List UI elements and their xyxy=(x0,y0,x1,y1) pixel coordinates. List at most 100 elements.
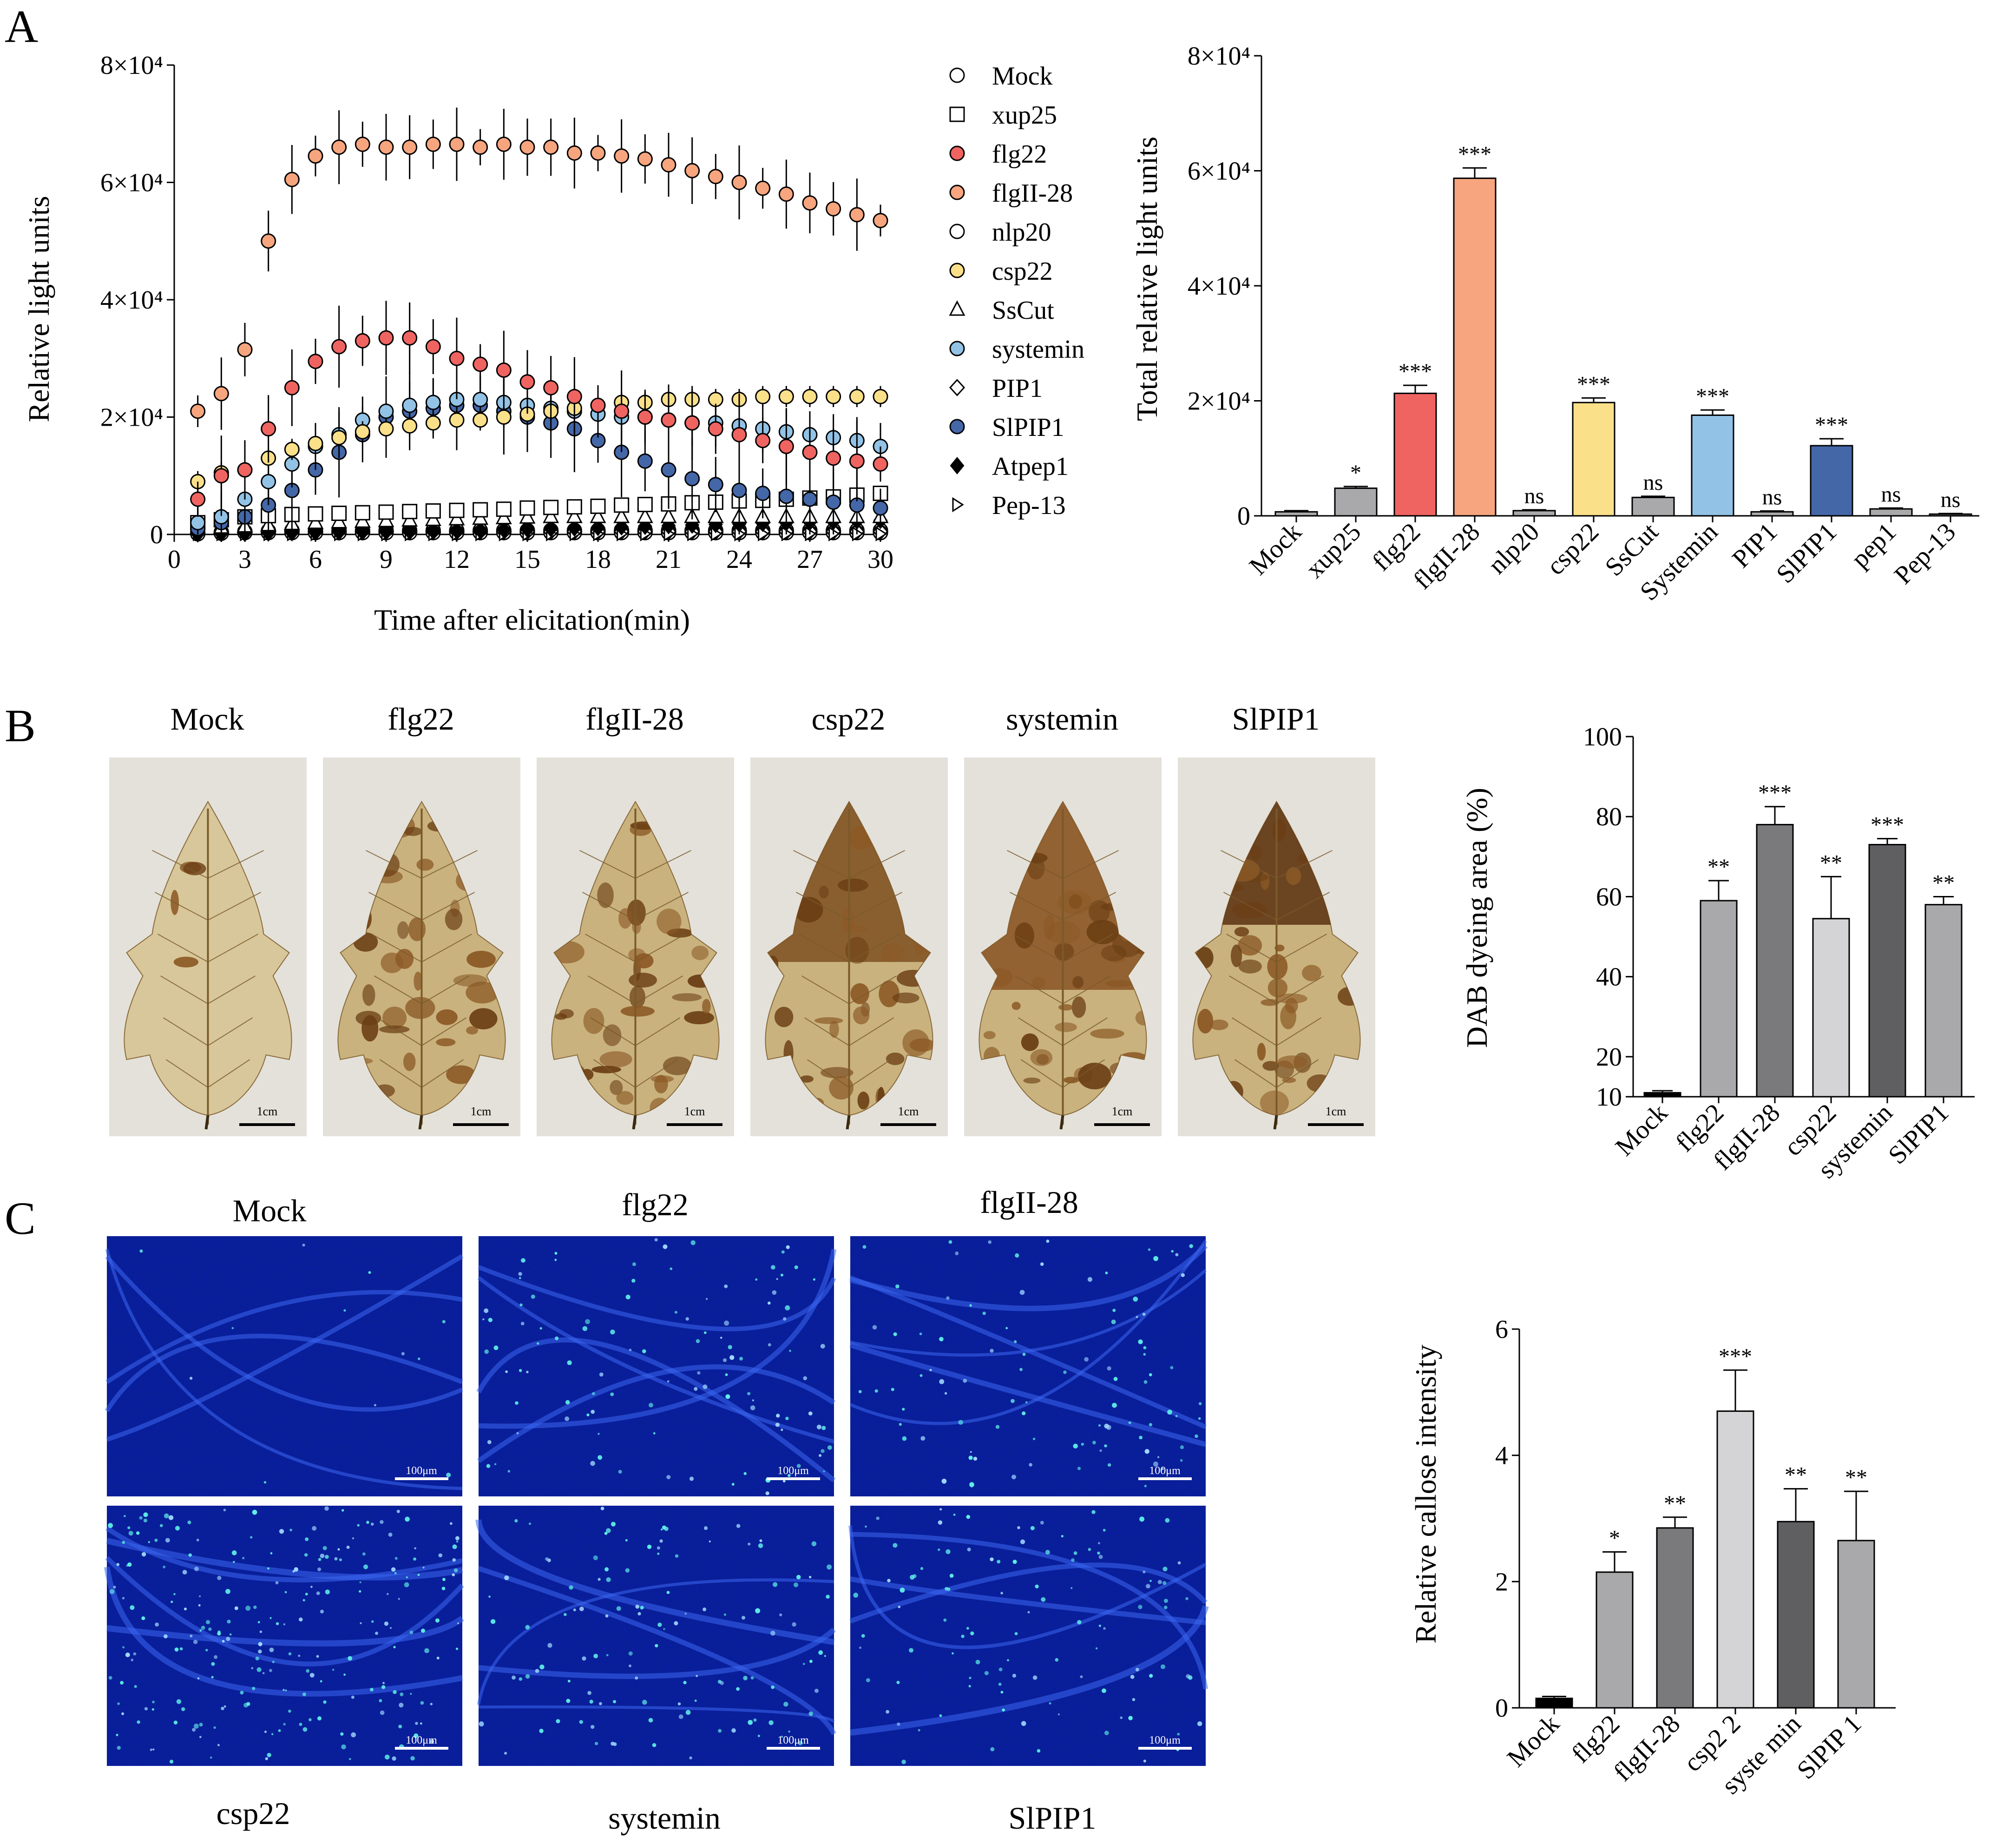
callose-spot xyxy=(124,1515,126,1517)
callose-spot xyxy=(168,1515,174,1521)
leaf-vein xyxy=(158,934,208,962)
callose-spot xyxy=(1198,1402,1202,1405)
callose-spot xyxy=(564,1613,567,1616)
micro-scale-label: 100μm xyxy=(777,1465,809,1477)
callose-spot xyxy=(901,1759,906,1765)
callose-spot xyxy=(1000,1691,1004,1694)
callose-spot xyxy=(731,1728,736,1733)
chart-a1-point xyxy=(284,380,300,395)
chart-a1-point xyxy=(331,506,347,521)
leaf-vein xyxy=(421,975,470,1004)
legend-marker xyxy=(949,184,965,200)
callose-spot xyxy=(859,1646,862,1649)
chart-a1-point xyxy=(778,186,794,202)
leaf-stain-patch xyxy=(583,1008,604,1034)
callose-spot xyxy=(170,1759,174,1764)
callose-spot xyxy=(537,1342,539,1345)
callose-spot xyxy=(199,1595,201,1597)
callose-spot xyxy=(1017,1526,1020,1529)
callose-spot xyxy=(1070,1587,1073,1589)
leaf-stain-patch xyxy=(829,1076,854,1100)
callose-spot xyxy=(302,1727,308,1732)
callose-spot xyxy=(1143,1353,1146,1356)
callose-spot xyxy=(320,1680,322,1683)
micrograph-vein xyxy=(849,1244,1208,1311)
callose-spot xyxy=(629,1664,631,1667)
leaf-title-mock: Mock xyxy=(171,701,244,737)
chart-a1-point xyxy=(849,207,865,223)
leaf-stain-patch xyxy=(362,984,375,1006)
callose-spot xyxy=(547,1558,551,1562)
callose-bar-chart: Relative callose intensity 0246Mock*flg2… xyxy=(1409,1315,1896,1800)
chart-a1-point xyxy=(590,507,606,523)
chart-a2-category-label: csp22 xyxy=(1541,517,1604,580)
leaf-vein xyxy=(635,975,683,1004)
chart-a1-xtick-label: 27 xyxy=(797,545,823,574)
legend-label: Mock xyxy=(992,62,1053,91)
callose-spot xyxy=(288,1652,292,1656)
chart-a1-point xyxy=(731,427,747,442)
micrograph-vein xyxy=(105,1526,463,1583)
callose-spot xyxy=(452,1573,455,1576)
chart-a1-point xyxy=(237,342,253,357)
chart-b-ytick-label: 20 xyxy=(1596,1043,1622,1072)
callose-spot xyxy=(366,1521,369,1524)
chart-a1-point xyxy=(566,145,582,161)
leaf-stain-patch xyxy=(1232,902,1267,919)
chart-a1-point xyxy=(543,507,559,523)
callose-spot xyxy=(243,1703,249,1708)
callose-spot xyxy=(694,1699,697,1702)
callose-spot xyxy=(768,1343,771,1347)
callose-spot xyxy=(252,1509,257,1515)
callose-spot xyxy=(886,1710,890,1714)
leaf-stain-patch xyxy=(618,908,632,929)
chart-a1-point xyxy=(873,456,888,472)
callose-spot xyxy=(689,1476,694,1481)
callose-spot xyxy=(874,1389,878,1393)
leaf-stain-patch xyxy=(466,1026,478,1035)
callose-spot xyxy=(332,1668,335,1671)
callose-spot xyxy=(128,1531,133,1536)
callose-spot xyxy=(758,1543,763,1548)
callose-spot xyxy=(1080,1675,1083,1679)
callose-spot xyxy=(666,1591,670,1594)
callose-spot xyxy=(1032,1675,1038,1680)
callose-spot xyxy=(685,1317,689,1321)
callose-spot xyxy=(242,1557,245,1560)
micro-title-flgii28: flgII-28 xyxy=(980,1185,1078,1220)
callose-spot xyxy=(652,1743,657,1747)
leaf-stain-patch xyxy=(616,1091,634,1105)
callose-spot xyxy=(1103,1528,1106,1532)
callose-spot xyxy=(519,1303,523,1307)
leaf-vein xyxy=(1063,850,1119,879)
callose-spot xyxy=(642,1699,647,1705)
callose-spot xyxy=(1035,1584,1039,1588)
chart-b-category-label: SlPIP1 xyxy=(1883,1098,1954,1170)
callose-spot xyxy=(1157,1580,1162,1584)
callose-spot xyxy=(165,1538,170,1543)
callose-spot xyxy=(245,1606,251,1611)
chart-c-ylabel: Relative callose intensity xyxy=(1409,1344,1442,1643)
callose-spot xyxy=(743,1676,748,1680)
callose-spot xyxy=(939,1379,945,1384)
callose-spot xyxy=(452,1544,457,1549)
leaf-stain-patch xyxy=(466,981,499,1004)
leaf-stain-patch xyxy=(1260,1090,1289,1115)
callose-spot xyxy=(519,1369,522,1372)
chart-a1-point xyxy=(566,507,583,523)
callose-spot xyxy=(771,1685,775,1689)
callose-spot xyxy=(781,1429,783,1431)
callose-spot xyxy=(371,1522,374,1526)
callose-spot xyxy=(1102,1688,1106,1693)
leaf-title-flgii28: flgII-28 xyxy=(585,701,683,737)
callose-spot xyxy=(289,1528,293,1532)
micrograph-vein xyxy=(105,1255,463,1412)
leaf-vein xyxy=(635,1017,681,1046)
callose-spot xyxy=(520,1322,525,1325)
callose-spot xyxy=(136,1531,140,1535)
callose-spot xyxy=(1105,1271,1108,1275)
callose-spot xyxy=(1180,1445,1184,1449)
callose-spot xyxy=(348,1656,353,1661)
callose-spot xyxy=(267,1567,269,1570)
chart-a1-point xyxy=(473,521,488,540)
